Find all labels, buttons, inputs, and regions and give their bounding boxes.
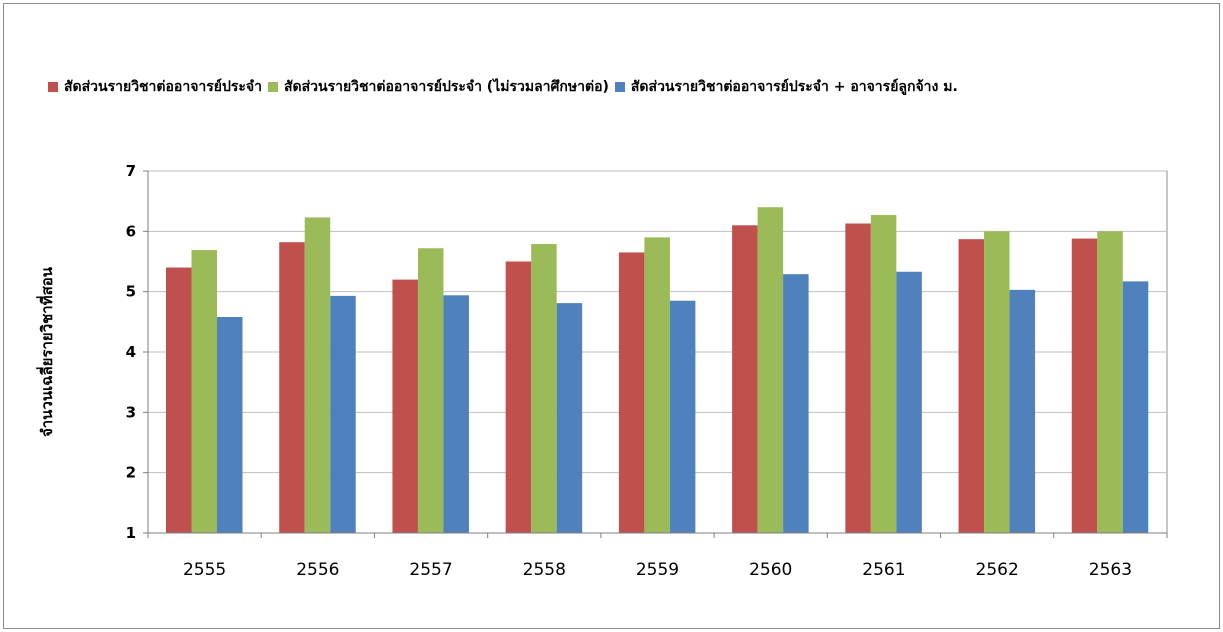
- bar-2563-series-1: [1071, 238, 1098, 533]
- bar-2561-series-1: [845, 223, 871, 534]
- legend-swatch-series-3: [614, 82, 625, 92]
- x-tick-label-2559: 2559: [636, 560, 679, 580]
- y-tick-label-5: 5: [126, 283, 136, 301]
- bar-2556-series-1: [279, 242, 305, 533]
- bars: [166, 207, 1149, 534]
- y-tick-label-1: 1: [126, 524, 136, 542]
- y-tick-label-4: 4: [126, 343, 136, 361]
- bar-2560-series-2: [757, 207, 784, 533]
- legend-item-series-2: สัดส่วนรายวิชาต่ออาจารย์ประจำ (ไม่รวมลาศ…: [267, 76, 609, 98]
- axes: 1 2 3 4 5 6 7 2555 2556 2557 2558 2559 2560 2561 2562 2…: [126, 162, 1168, 580]
- bar-2558-series-3: [556, 303, 583, 533]
- bar-2562-series-1: [958, 239, 985, 533]
- legend-label-series-3: สัดส่วนรายวิชาต่ออาจารย์ประจำ + อาจารย์ล…: [630, 79, 958, 95]
- chart-legend: สัดส่วนรายวิชาต่ออาจารย์ประจำ สัดส่วนราย…: [48, 76, 964, 98]
- bar-2561-series-2: [870, 215, 897, 533]
- bar-2558-series-2: [531, 244, 557, 533]
- bar-2563-series-3: [1122, 281, 1149, 533]
- x-tick-label-2555: 2555: [183, 560, 226, 580]
- bar-2555-series-1: [166, 267, 192, 533]
- x-tick-label-2561: 2561: [862, 560, 905, 580]
- bar-2562-series-2: [984, 231, 1010, 534]
- bar-2560-series-3: [783, 274, 809, 533]
- x-tick-label-2562: 2562: [976, 560, 1019, 580]
- bar-2556-series-2: [304, 217, 331, 533]
- legend-swatch-series-1: [48, 82, 58, 92]
- bar-2561-series-3: [896, 271, 922, 533]
- bar-2560-series-1: [732, 225, 758, 534]
- legend-item-series-3: สัดส่วนรายวิชาต่ออาจารย์ประจำ + อาจารย์ล…: [614, 76, 958, 98]
- legend-label-series-2: สัดส่วนรายวิชาต่ออาจารย์ประจำ (ไม่รวมลาศ…: [283, 79, 609, 95]
- y-tick-label-6: 6: [126, 222, 136, 240]
- bar-2555-series-3: [217, 317, 243, 533]
- y-tick-label-3: 3: [126, 403, 136, 421]
- bar-2556-series-3: [330, 295, 356, 533]
- legend-label-series-1: สัดส่วนรายวิชาต่ออาจารย์ประจำ: [64, 79, 262, 95]
- legend-item-series-1: สัดส่วนรายวิชาต่ออาจารย์ประจำ: [48, 76, 262, 98]
- bar-2557-series-1: [392, 279, 418, 533]
- y-axis-label: จำนวนเฉลี่ยรายวิชาที่สอน: [36, 266, 56, 437]
- bar-2559-series-1: [618, 252, 645, 533]
- bar-2559-series-2: [644, 237, 670, 533]
- bar-2559-series-3: [669, 300, 696, 533]
- y-tick-label-7: 7: [126, 162, 136, 180]
- bar-2557-series-3: [443, 295, 469, 533]
- legend-swatch-series-2: [267, 82, 278, 92]
- x-tick-label-2557: 2557: [409, 560, 452, 580]
- bar-2555-series-2: [191, 250, 217, 533]
- x-tick-label-2563: 2563: [1089, 560, 1132, 580]
- bar-2557-series-2: [417, 248, 444, 533]
- x-tick-label-2558: 2558: [523, 560, 566, 580]
- bar-2558-series-1: [505, 261, 532, 533]
- bar-2563-series-2: [1097, 231, 1123, 534]
- y-tick-label-2: 2: [126, 464, 136, 482]
- x-tick-label-2560: 2560: [749, 560, 792, 580]
- bar-2562-series-3: [1009, 289, 1036, 533]
- x-tick-label-2556: 2556: [296, 560, 339, 580]
